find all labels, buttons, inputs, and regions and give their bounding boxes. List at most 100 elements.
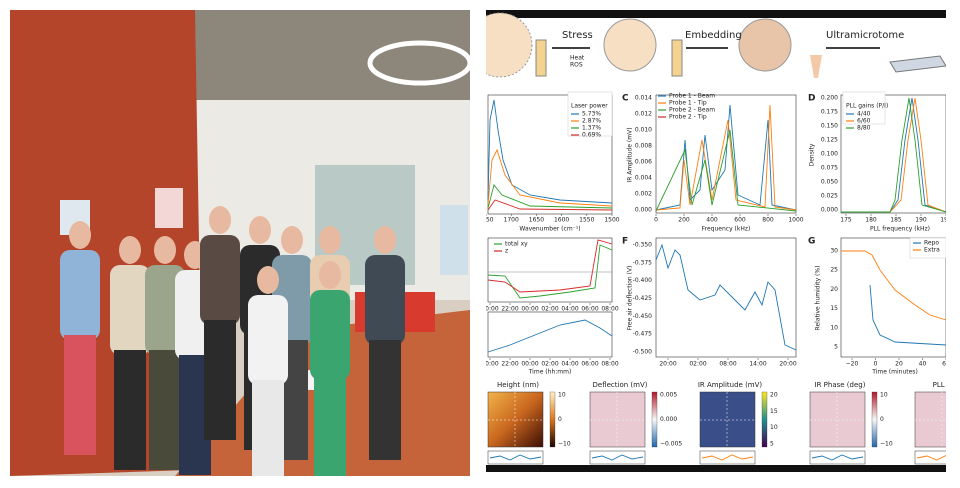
label: PLL gains (P/I) xyxy=(846,103,888,110)
curve xyxy=(655,104,797,211)
colorbar xyxy=(761,391,768,448)
x-tick-label: 600 xyxy=(734,217,746,224)
curve xyxy=(487,99,613,204)
poster xyxy=(155,188,183,228)
y-tick-label: -0.350 xyxy=(633,242,653,249)
poster xyxy=(440,205,468,275)
x-tick-label: 800 xyxy=(762,217,774,224)
y-tick-label: 0.025 xyxy=(821,193,838,200)
x-tick-label: 190 xyxy=(915,217,927,224)
label: 0.69% xyxy=(582,132,601,139)
group-photo xyxy=(10,10,470,476)
image-map xyxy=(589,391,646,448)
label: 8/80 xyxy=(857,125,871,132)
curve xyxy=(487,199,613,211)
y-tick-label: 25 xyxy=(830,267,838,274)
block xyxy=(810,55,822,78)
image-map xyxy=(914,391,946,448)
y-tick-label: 0.100 xyxy=(821,151,838,158)
x-tick-label: 200 xyxy=(678,217,690,224)
curve xyxy=(655,243,797,351)
label: Time (minutes) xyxy=(871,369,918,376)
x-tick-label: 02:00 xyxy=(541,361,558,368)
label: Extra xyxy=(924,247,940,254)
x-tick-label: 00:00 xyxy=(521,306,538,313)
person-head xyxy=(249,216,271,244)
person-legs xyxy=(252,380,284,476)
y-tick-label: -0.400 xyxy=(633,277,653,284)
x-tick-label: 175 xyxy=(840,217,852,224)
curve xyxy=(487,184,613,209)
x-tick-label: 60 xyxy=(942,361,950,368)
x-tick-label: 00:00 xyxy=(521,361,538,368)
x-tick-label: 1500 xyxy=(604,217,619,224)
x-tick-label: 22:00 xyxy=(501,361,518,368)
x-tick-label: 0 xyxy=(654,217,658,224)
x-tick-label: 14:00 xyxy=(749,361,766,368)
curve xyxy=(916,454,946,461)
label: 10 xyxy=(770,424,778,431)
y-tick-label: 0.012 xyxy=(635,111,652,118)
label: Wavenumber (cm⁻¹) xyxy=(519,226,580,233)
person-head xyxy=(154,236,176,264)
x-tick-label: 02:00 xyxy=(541,306,558,313)
x-tick-label: 20:00 xyxy=(779,361,796,368)
x-tick-label: 20 xyxy=(895,361,903,368)
curve xyxy=(811,454,864,461)
label: 0.000 xyxy=(660,416,677,423)
label: Probe 2 - Tip xyxy=(669,114,707,121)
legend-box xyxy=(842,91,886,125)
person-head xyxy=(69,221,91,249)
x-tick-label: −20 xyxy=(846,361,859,368)
person-body xyxy=(248,295,288,385)
label: 0.005 xyxy=(660,392,677,399)
label: G xyxy=(808,237,815,247)
y-axis-label: Relative humidity (%) xyxy=(815,266,822,331)
plot-frame xyxy=(487,94,613,215)
y-axis-label: IR Amplitude (mV) xyxy=(627,127,634,182)
y-axis-label: Free air deflection (V) xyxy=(627,266,634,331)
people xyxy=(60,206,405,476)
person-legs xyxy=(204,320,236,440)
curve xyxy=(487,148,613,207)
person-legs xyxy=(369,340,401,460)
y-tick-label: 0.000 xyxy=(635,207,652,214)
y-axis-label: Density xyxy=(809,143,816,166)
person-head xyxy=(319,261,341,289)
person-legs xyxy=(114,350,146,470)
plot-frame xyxy=(655,94,797,214)
bottom-bar xyxy=(486,465,946,472)
label: PLL frequency (kHz) xyxy=(870,226,930,233)
cell-drawing xyxy=(603,18,657,72)
ceiling xyxy=(150,10,470,105)
person-legs xyxy=(314,375,346,476)
label: 5 xyxy=(770,441,774,448)
workflow-step: Embedding xyxy=(685,30,742,41)
person-legs xyxy=(149,350,181,470)
x-tick-label: 400 xyxy=(706,217,718,224)
curve xyxy=(841,97,946,213)
person-head xyxy=(319,226,341,254)
label: C xyxy=(622,94,629,104)
y-tick-label: 0.006 xyxy=(635,159,652,166)
x-tick-label: 195 xyxy=(940,217,952,224)
y-tick-label: 0.200 xyxy=(821,95,838,102)
workflow-step: Ultramicrotome xyxy=(826,30,904,41)
cell-drawing xyxy=(486,12,533,78)
y-tick-label: 10 xyxy=(830,324,838,331)
y-tick-label: 0.050 xyxy=(821,179,838,186)
scientific-figure: Stress Heat ROS Embedding Ultramicrotome… xyxy=(486,10,952,472)
label: Laser power xyxy=(571,103,608,110)
workflow-note: Heat xyxy=(570,55,585,62)
label: 10 xyxy=(880,392,888,399)
curve xyxy=(489,454,542,461)
plot-frame xyxy=(840,94,946,214)
y-tick-label: 0.004 xyxy=(635,175,652,182)
plot-frame xyxy=(487,311,613,358)
person-head xyxy=(209,206,231,234)
colorbar xyxy=(871,391,878,448)
x-tick-label: 1550 xyxy=(579,217,594,224)
label: D xyxy=(808,94,815,104)
x-tick-label: 185 xyxy=(890,217,902,224)
